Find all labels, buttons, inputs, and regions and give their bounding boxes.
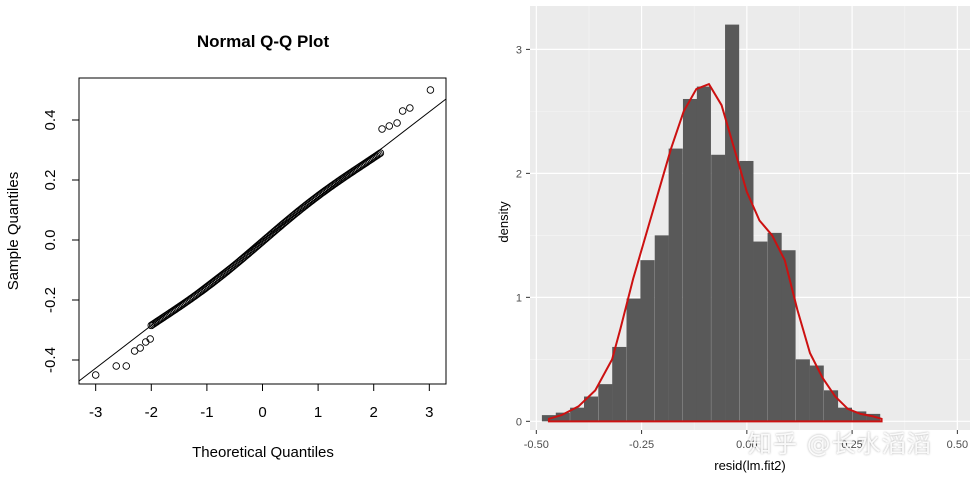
watermark-text: 知乎 @长水滔滔 bbox=[748, 430, 932, 458]
histogram-bar bbox=[696, 86, 711, 422]
qq-point bbox=[376, 149, 385, 157]
histogram-bar bbox=[852, 411, 867, 422]
histogram-y-tick-label: 0 bbox=[516, 416, 522, 428]
histogram-x-tick-label: -0.25 bbox=[629, 439, 654, 451]
qq-point bbox=[112, 362, 121, 370]
histogram-bar bbox=[725, 24, 740, 422]
histogram-bar bbox=[626, 298, 641, 422]
histogram-x-tick-label: 0.50 bbox=[947, 439, 968, 451]
histogram-bar bbox=[809, 365, 824, 422]
qq-point bbox=[398, 107, 407, 115]
qq-x-tick-label: -3 bbox=[89, 404, 102, 421]
qq-x-tick-label: 2 bbox=[370, 404, 378, 421]
qq-point bbox=[406, 104, 414, 112]
histogram-bar bbox=[584, 396, 599, 422]
histogram-x-tick-label: 0.00 bbox=[736, 439, 757, 451]
histogram-y-tick-label: 2 bbox=[516, 168, 522, 180]
qq-y-tick-label: -0.4 bbox=[42, 347, 59, 373]
histogram-bar bbox=[612, 346, 627, 422]
qq-x-tick-label: 1 bbox=[314, 404, 322, 421]
qq-point bbox=[393, 119, 401, 127]
qq-point bbox=[136, 344, 144, 352]
qq-x-tick-label: 3 bbox=[425, 404, 433, 421]
histogram-bar bbox=[781, 250, 796, 422]
histogram-bar bbox=[739, 160, 754, 422]
qq-point bbox=[385, 122, 394, 130]
histogram-bar bbox=[837, 407, 852, 422]
density-curve bbox=[547, 82, 883, 423]
histogram-bar bbox=[555, 412, 570, 422]
histogram-x-tick-label: -0.50 bbox=[524, 439, 549, 451]
histogram-bar bbox=[866, 413, 881, 422]
histogram-y-tick-label: 3 bbox=[516, 44, 522, 56]
qq-x-axis: -3 -2 -1 0 1 2 3 bbox=[89, 383, 433, 421]
qq-x-tick-label: 0 bbox=[258, 404, 266, 421]
histogram-bar bbox=[598, 384, 613, 422]
qq-y-axis: -0.4 -0.2 0.0 0.2 0.4 bbox=[42, 110, 80, 373]
histogram-bar bbox=[654, 235, 669, 422]
histogram-bar bbox=[824, 390, 839, 422]
qq-point bbox=[426, 86, 435, 94]
qq-y-tick-label: 0.2 bbox=[42, 170, 59, 191]
histogram-bar bbox=[570, 407, 585, 422]
qq-x-tick-label: -2 bbox=[145, 404, 158, 421]
qq-point bbox=[146, 335, 154, 343]
qq-point bbox=[122, 362, 131, 370]
histogram-plot: -0.50 -0.25 0.00 0.25 0.50 0 1 2 3 resid(lm.fit… bbox=[496, 6, 970, 473]
qq-point bbox=[130, 347, 139, 355]
histogram-bar bbox=[753, 241, 768, 422]
qq-y-label: Sample Quantiles bbox=[5, 172, 22, 290]
histogram-y-tick-label: 1 bbox=[516, 292, 522, 304]
qq-x-label: Theoretical Quantiles bbox=[192, 444, 334, 461]
qq-plot: Normal Q-Q Plot -3 -2 -1 0 1 2 3 -0.4 -0.2 0.0 0.… bbox=[5, 32, 447, 461]
histogram-bar bbox=[767, 232, 782, 422]
qq-points bbox=[91, 86, 435, 379]
histogram-bars bbox=[541, 24, 881, 422]
histogram-y-axis: 0 1 2 3 bbox=[516, 44, 530, 428]
qq-point bbox=[375, 150, 383, 158]
histogram-y-label: density bbox=[496, 201, 511, 243]
histogram-bar bbox=[682, 98, 698, 422]
histogram-x-label: resid(lm.fit2) bbox=[714, 458, 786, 473]
qq-y-tick-label: -0.2 bbox=[42, 287, 59, 313]
histogram-bar bbox=[668, 148, 683, 422]
qq-x-tick-label: -1 bbox=[200, 404, 213, 421]
qq-point bbox=[91, 371, 100, 379]
qq-y-tick-label: 0.4 bbox=[42, 110, 59, 131]
qq-y-tick-label: 0.0 bbox=[42, 230, 59, 251]
histogram-x-axis: -0.50 -0.25 0.00 0.25 0.50 bbox=[524, 430, 968, 451]
qq-title: Normal Q-Q Plot bbox=[197, 32, 330, 51]
histogram-bar bbox=[795, 359, 810, 422]
histogram-bar bbox=[640, 260, 655, 422]
histogram-bar bbox=[711, 154, 726, 422]
qq-point bbox=[378, 125, 386, 133]
histogram-x-tick-label: 0.25 bbox=[841, 439, 862, 451]
